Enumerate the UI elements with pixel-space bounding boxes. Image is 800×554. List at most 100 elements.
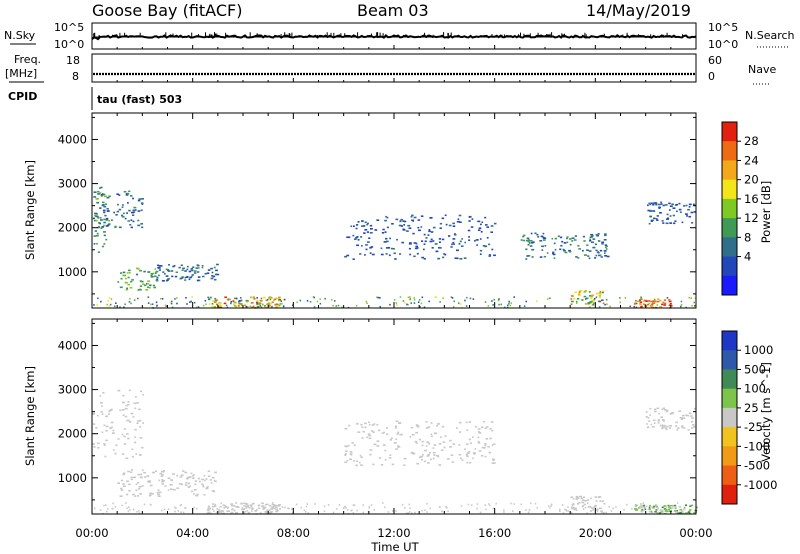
data-cell — [122, 472, 125, 475]
data-cell — [384, 449, 387, 452]
data-cell — [275, 297, 278, 300]
data-cell — [131, 211, 134, 214]
data-cell — [554, 237, 558, 240]
data-cell — [433, 444, 437, 446]
data-cell — [249, 296, 252, 299]
data-cell — [356, 460, 358, 462]
data-cell — [638, 506, 641, 509]
data-cell — [674, 220, 677, 222]
data-cell — [140, 476, 143, 479]
data-cell — [127, 276, 130, 279]
data-cell — [197, 279, 201, 282]
data-cell — [354, 238, 357, 240]
data-cell — [218, 511, 222, 513]
data-cell — [417, 301, 420, 303]
data-cell — [121, 453, 125, 455]
data-cell — [587, 255, 590, 257]
data-cell — [280, 300, 282, 302]
data-cell — [172, 265, 175, 268]
data-cell — [586, 297, 589, 300]
data-cell — [588, 250, 592, 252]
data-cell — [655, 203, 658, 206]
data-cell — [484, 443, 487, 445]
data-cell — [666, 213, 669, 216]
data-cell — [655, 506, 658, 508]
data-cell — [127, 437, 130, 440]
data-cell — [601, 291, 604, 294]
data-cell — [262, 508, 265, 510]
data-cell — [216, 303, 219, 306]
data-cell — [586, 502, 589, 505]
data-cell — [527, 240, 530, 242]
data-cell — [275, 508, 279, 511]
data-cell — [377, 296, 379, 299]
data-cell — [547, 298, 549, 300]
data-cell — [657, 203, 661, 206]
data-cell — [672, 207, 676, 209]
data-cell — [661, 424, 664, 426]
data-cell — [542, 239, 546, 241]
data-cell — [690, 297, 692, 299]
data-cell — [368, 437, 372, 440]
data-cell — [666, 297, 669, 299]
data-cell — [508, 300, 510, 303]
data-cell — [643, 506, 646, 509]
colorbar-tick-label: 28 — [744, 134, 759, 148]
data-cell — [307, 512, 309, 514]
data-cell — [411, 214, 414, 217]
data-cell — [129, 286, 133, 289]
data-cell — [129, 224, 132, 226]
data-cell — [668, 508, 671, 511]
data-cell — [679, 211, 682, 213]
data-cell — [126, 212, 128, 214]
data-cell — [213, 266, 216, 269]
data-cell — [467, 451, 471, 453]
data-cell — [93, 235, 97, 237]
nsearch-label: N.Search — [745, 29, 795, 42]
data-cell — [138, 288, 141, 291]
data-cell — [138, 198, 142, 200]
data-cell — [162, 470, 166, 472]
data-cell — [442, 441, 446, 443]
data-cell — [201, 478, 204, 481]
data-cell — [471, 504, 473, 507]
data-cell — [399, 220, 402, 223]
data-cell — [140, 223, 143, 225]
data-cell — [106, 510, 108, 513]
data-cell — [211, 275, 214, 277]
data-cell — [391, 463, 395, 466]
data-cell — [195, 507, 198, 510]
data-cell — [172, 488, 176, 491]
data-cell — [370, 246, 374, 248]
data-cell — [527, 511, 530, 513]
data-cell — [529, 240, 533, 242]
x-tick-label: 04:00 — [176, 526, 209, 540]
data-cell — [104, 203, 107, 205]
data-cell — [247, 512, 251, 514]
data-cell — [689, 510, 691, 512]
data-cell — [484, 427, 487, 429]
data-cell — [478, 227, 482, 229]
data-cell — [549, 297, 551, 299]
data-cell — [99, 192, 102, 194]
data-cell — [147, 280, 150, 282]
data-cell — [97, 190, 100, 193]
data-cell — [651, 426, 655, 428]
data-cell — [415, 442, 418, 444]
data-cell — [235, 305, 237, 307]
data-cell — [634, 302, 636, 305]
data-cell — [492, 304, 494, 306]
data-cell — [567, 506, 569, 508]
data-cell — [240, 297, 242, 299]
data-cell — [437, 423, 440, 425]
data-cell — [565, 510, 568, 512]
data-cell — [372, 463, 375, 466]
data-cell — [207, 507, 210, 509]
data-cell — [648, 508, 652, 511]
data-cell — [283, 306, 285, 308]
data-cell — [668, 300, 672, 303]
data-cell — [427, 234, 430, 236]
data-cell — [193, 489, 197, 491]
data-cell — [202, 485, 205, 488]
data-cell — [234, 301, 237, 304]
